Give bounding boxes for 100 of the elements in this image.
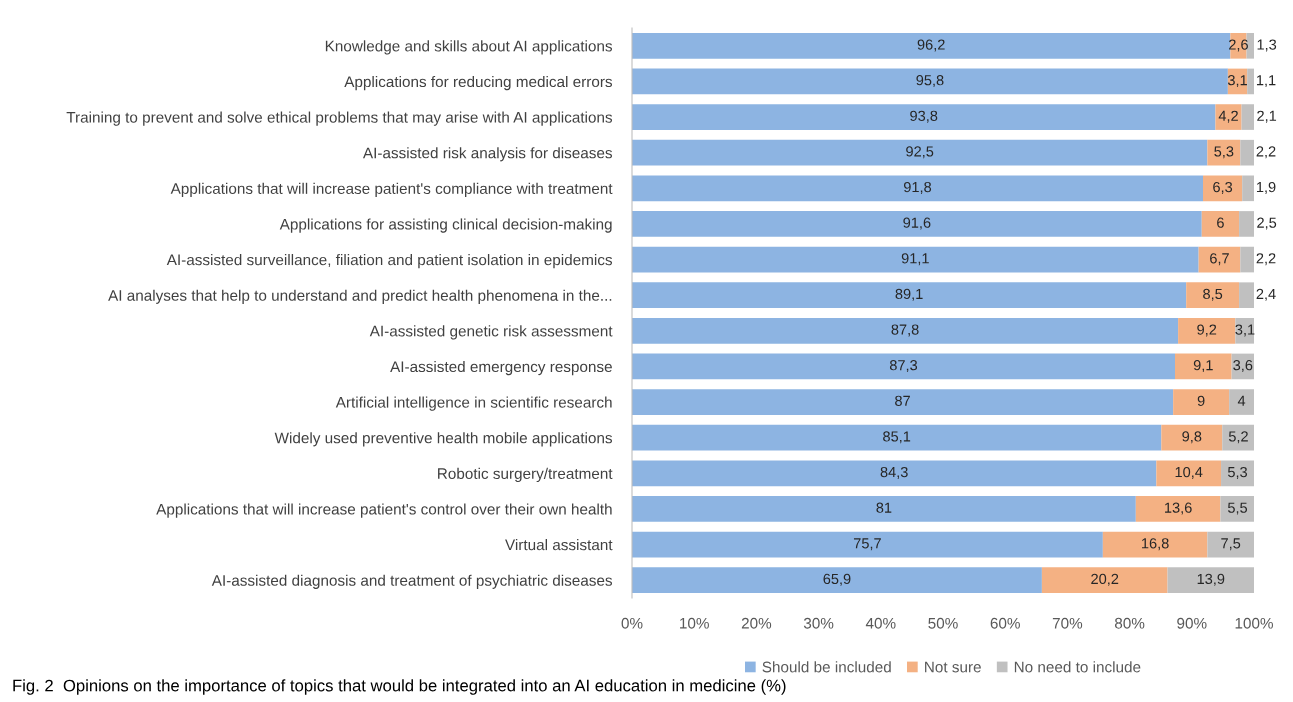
bar	[1221, 460, 1254, 487]
bar	[1240, 139, 1254, 166]
data-label: 8,5	[1203, 288, 1223, 301]
bar	[1102, 531, 1208, 558]
bar	[632, 246, 1199, 273]
y-tick-label: Robotic surgery/treatment	[438, 467, 613, 483]
bar	[632, 282, 1187, 309]
data-label: 4	[1237, 395, 1246, 406]
data-label: 6,7	[1210, 253, 1229, 266]
data-label: 6	[1217, 217, 1224, 228]
y-tick-label: Applications for reducing medical errors	[344, 75, 613, 91]
data-label: 5,3	[1227, 466, 1248, 479]
x-tick-label: 0%	[621, 617, 643, 629]
bar	[632, 104, 1216, 130]
x-tick-label: 20%	[741, 617, 772, 629]
bar	[632, 496, 1136, 522]
data-label: 7,5	[1221, 538, 1241, 551]
x-tick-label: 90%	[1177, 617, 1207, 629]
bar	[1239, 282, 1254, 309]
data-label: 2,2	[1256, 146, 1276, 159]
bar	[632, 567, 1042, 594]
x-tick-label: 10%	[680, 617, 709, 629]
y-tick-label: Training to prevent and solve ethical problems that may arise with AI applications	[66, 111, 613, 126]
data-label: 5,3	[1214, 146, 1234, 159]
x-tick-label: 100%	[1235, 617, 1273, 629]
y-tick-label: AI-assisted surveillance, filiation and patient isolation in epidemics	[166, 254, 613, 269]
data-label: 1,1	[1256, 75, 1276, 88]
bar	[632, 317, 1179, 344]
bar	[1178, 317, 1236, 344]
data-label: 1,9	[1256, 181, 1276, 194]
data-label: 87,3	[889, 360, 918, 373]
bar	[632, 531, 1103, 558]
data-label: 96,2	[917, 39, 945, 52]
data-label: 13,9	[1197, 573, 1225, 586]
data-label: 87	[895, 395, 910, 406]
y-tick-label: AI-assisted diagnosis and treatment of psychiatric diseases	[211, 574, 613, 589]
bar	[1222, 424, 1254, 451]
bar	[1175, 353, 1232, 380]
x-tick-label: 30%	[803, 617, 834, 629]
bar	[632, 139, 1208, 166]
bar	[632, 424, 1162, 451]
data-label: 13,6	[1165, 502, 1192, 515]
data-label: 75,7	[853, 538, 881, 551]
bar	[1161, 424, 1223, 451]
data-label: 81	[876, 502, 892, 513]
y-tick-label: Applications that will increase patient's control over their own health	[156, 503, 612, 518]
bar	[1167, 567, 1254, 594]
y-tick-label: Artificial intelligence in scientific research	[335, 396, 612, 411]
bar	[1173, 389, 1230, 415]
data-label: 91,8	[903, 181, 932, 194]
x-tick-label: 50%	[928, 617, 958, 629]
data-label: 89,1	[895, 288, 923, 301]
y-tick-label: Widely used preventive health mobile applications	[274, 432, 613, 447]
y-tick-label: Applications for assisting clinical decision-making	[279, 218, 612, 233]
data-label: 1,3	[1257, 39, 1277, 52]
y-tick-label: AI-assisted emergency response	[390, 360, 612, 376]
data-label: 10,4	[1175, 466, 1203, 479]
data-label: 3,1	[1235, 324, 1255, 337]
y-tick-label: AI-assisted risk analysis for diseases	[362, 147, 613, 162]
bar	[1240, 246, 1254, 273]
bar	[1220, 496, 1254, 522]
data-label: 85,1	[883, 431, 911, 444]
legend-label: No need to include	[1014, 661, 1141, 673]
bar	[1201, 211, 1240, 237]
x-tick-label: 60%	[990, 617, 1020, 629]
data-label: 5,2	[1228, 431, 1248, 444]
legend-label: Not sure	[925, 661, 981, 673]
bar	[632, 175, 1203, 202]
bar	[1235, 317, 1254, 344]
bar	[1207, 139, 1241, 166]
data-label: 91,6	[903, 217, 931, 230]
data-label: 65,9	[823, 573, 851, 586]
bar	[1247, 68, 1254, 95]
y-tick-label: Applications that will increase patient's compliance with treatment	[170, 182, 613, 198]
bar	[632, 68, 1228, 95]
bar	[1203, 175, 1243, 202]
data-label: 5,5	[1227, 502, 1248, 515]
data-label: 2,2	[1256, 253, 1276, 266]
bar	[1198, 246, 1241, 273]
data-label: 2,4	[1256, 288, 1276, 301]
bar	[632, 211, 1202, 237]
bar	[1239, 211, 1254, 237]
x-tick-label: 70%	[1052, 617, 1083, 629]
data-label: 9,2	[1197, 324, 1217, 337]
data-label: 16,8	[1142, 538, 1169, 551]
bar	[632, 389, 1174, 415]
bar	[1241, 104, 1254, 130]
data-label: 84,3	[880, 466, 908, 479]
data-label: 9	[1197, 395, 1205, 406]
data-label: 87,8	[891, 324, 919, 337]
bar	[1230, 32, 1247, 59]
y-tick-label: AI-assisted genetic risk assessment	[369, 325, 613, 340]
data-label: 4,2	[1218, 110, 1238, 123]
bar	[1215, 104, 1242, 130]
data-label: 6,3	[1213, 181, 1233, 194]
bar	[1246, 32, 1254, 59]
x-tick-label: 40%	[865, 617, 896, 629]
bar	[1207, 531, 1254, 558]
bar	[1229, 389, 1254, 415]
bar	[632, 460, 1157, 487]
